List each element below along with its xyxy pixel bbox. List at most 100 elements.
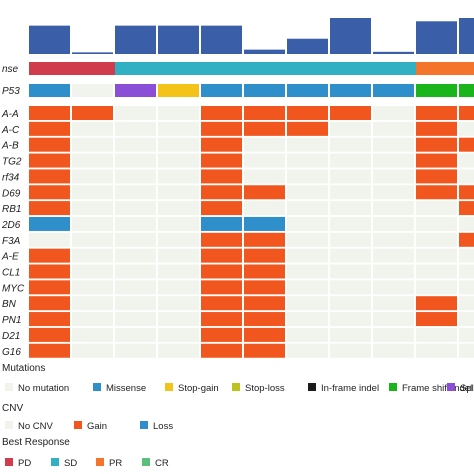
cnv-legend-title: CNV: [2, 403, 23, 414]
cnv-cell: [201, 185, 242, 200]
cnv-cell: [287, 169, 328, 184]
cnv-cell: [115, 248, 156, 263]
gene-label: A-A: [1, 109, 19, 120]
cnv-cell: [459, 185, 474, 200]
cnv-cell: [287, 185, 328, 200]
cnv-cell: [244, 153, 285, 168]
cnv-cell: [201, 312, 242, 327]
cnv-cell: [244, 264, 285, 279]
top-bar: [29, 25, 70, 54]
cnv-cell: [29, 296, 70, 311]
cnv-cell: [72, 169, 113, 184]
top-bar: [330, 18, 371, 54]
cnv-legend-swatch: [140, 421, 148, 429]
cnv-cell: [115, 153, 156, 168]
response-legend-label: SD: [64, 458, 77, 469]
cnv-cell: [330, 121, 371, 136]
cnv-cell: [373, 106, 414, 120]
top-bar: [287, 38, 328, 54]
cnv-cell: [416, 106, 457, 120]
cnv-cell: [330, 216, 371, 231]
cnv-cell: [201, 232, 242, 247]
cnv-cell: [201, 280, 242, 295]
mutations-legend-swatch: [5, 383, 13, 391]
cnv-cell: [158, 312, 199, 327]
tp53-cell: [158, 84, 199, 97]
cnv-cell: [72, 137, 113, 152]
cnv-cell: [459, 248, 474, 263]
cnv-cell: [416, 137, 457, 152]
cnv-cell: [416, 248, 457, 263]
cnv-cell: [459, 153, 474, 168]
cnv-cell: [158, 106, 199, 120]
cnv-cell: [330, 312, 371, 327]
cnv-cell: [158, 185, 199, 200]
cnv-cell: [72, 185, 113, 200]
cnv-cell: [244, 216, 285, 231]
cnv-cell: [201, 106, 242, 120]
cnv-cell: [115, 121, 156, 136]
top-bar: [416, 21, 457, 54]
top-bar: [244, 49, 285, 54]
cnv-cell: [115, 169, 156, 184]
response-legend-label: PR: [109, 458, 122, 469]
response-legend-label: PD: [18, 458, 31, 469]
cnv-cell: [416, 280, 457, 295]
top-bar: [201, 25, 242, 54]
cnv-cell: [373, 153, 414, 168]
cnv-cell: [158, 296, 199, 311]
cnv-cell: [201, 169, 242, 184]
row-labels: nse P53 A-A A-C A-B TG2 rf34 D69 RB1 2D6 F3A A-E CL1…: [1, 64, 25, 358]
cnv-cell: [201, 264, 242, 279]
cnv-cell: [72, 280, 113, 295]
cnv-cell: [373, 201, 414, 216]
cnv-cell: [244, 185, 285, 200]
gene-label: G16: [2, 347, 21, 358]
cnv-cell: [373, 137, 414, 152]
cnv-cell: [373, 185, 414, 200]
cnv-cell: [29, 153, 70, 168]
cnv-cell: [459, 312, 474, 327]
cnv-cell: [373, 169, 414, 184]
cnv-cell: [287, 121, 328, 136]
cnv-cell: [29, 327, 70, 342]
cnv-cell: [287, 232, 328, 247]
cnv-cell: [416, 327, 457, 342]
cnv-cell: [244, 296, 285, 311]
top-bar: [373, 51, 414, 54]
gene-label: A-E: [1, 252, 19, 263]
cnv-cell: [29, 121, 70, 136]
cnv-cell: [330, 185, 371, 200]
mutations-legend-swatch: [165, 383, 173, 391]
cnv-legend-swatch: [5, 421, 13, 429]
cnv-cell: [244, 343, 285, 358]
tp53-cell: [72, 84, 113, 97]
cnv-cell: [330, 137, 371, 152]
cnv-cell: [373, 280, 414, 295]
gene-label: rf34: [2, 172, 20, 183]
mutations-legend-label: Stop-gain: [178, 383, 219, 394]
cnv-cell: [201, 137, 242, 152]
cnv-cell: [373, 248, 414, 263]
cnv-cell: [158, 280, 199, 295]
gene-label: BN: [2, 299, 17, 310]
cnv-cell: [72, 312, 113, 327]
cnv-cell: [201, 296, 242, 311]
mutations-legend-swatch: [93, 383, 101, 391]
cnv-cell: [373, 216, 414, 231]
cnv-cell: [287, 153, 328, 168]
cnv-cell: [416, 153, 457, 168]
gene-label: TG2: [2, 157, 22, 168]
top-bar: [459, 18, 474, 54]
top-bar: [115, 25, 156, 54]
cnv-cell: [29, 264, 70, 279]
cnv-cell: [29, 137, 70, 152]
cnv-cell: [330, 343, 371, 358]
cnv-legend-label: No CNV: [18, 421, 54, 432]
cnv-cell: [287, 312, 328, 327]
mutations-legend-label: Frame shift indel: [402, 383, 472, 394]
cnv-cell: [72, 121, 113, 136]
cnv-cell: [244, 327, 285, 342]
gene-label: D21: [2, 331, 20, 342]
cnv-cell: [373, 264, 414, 279]
